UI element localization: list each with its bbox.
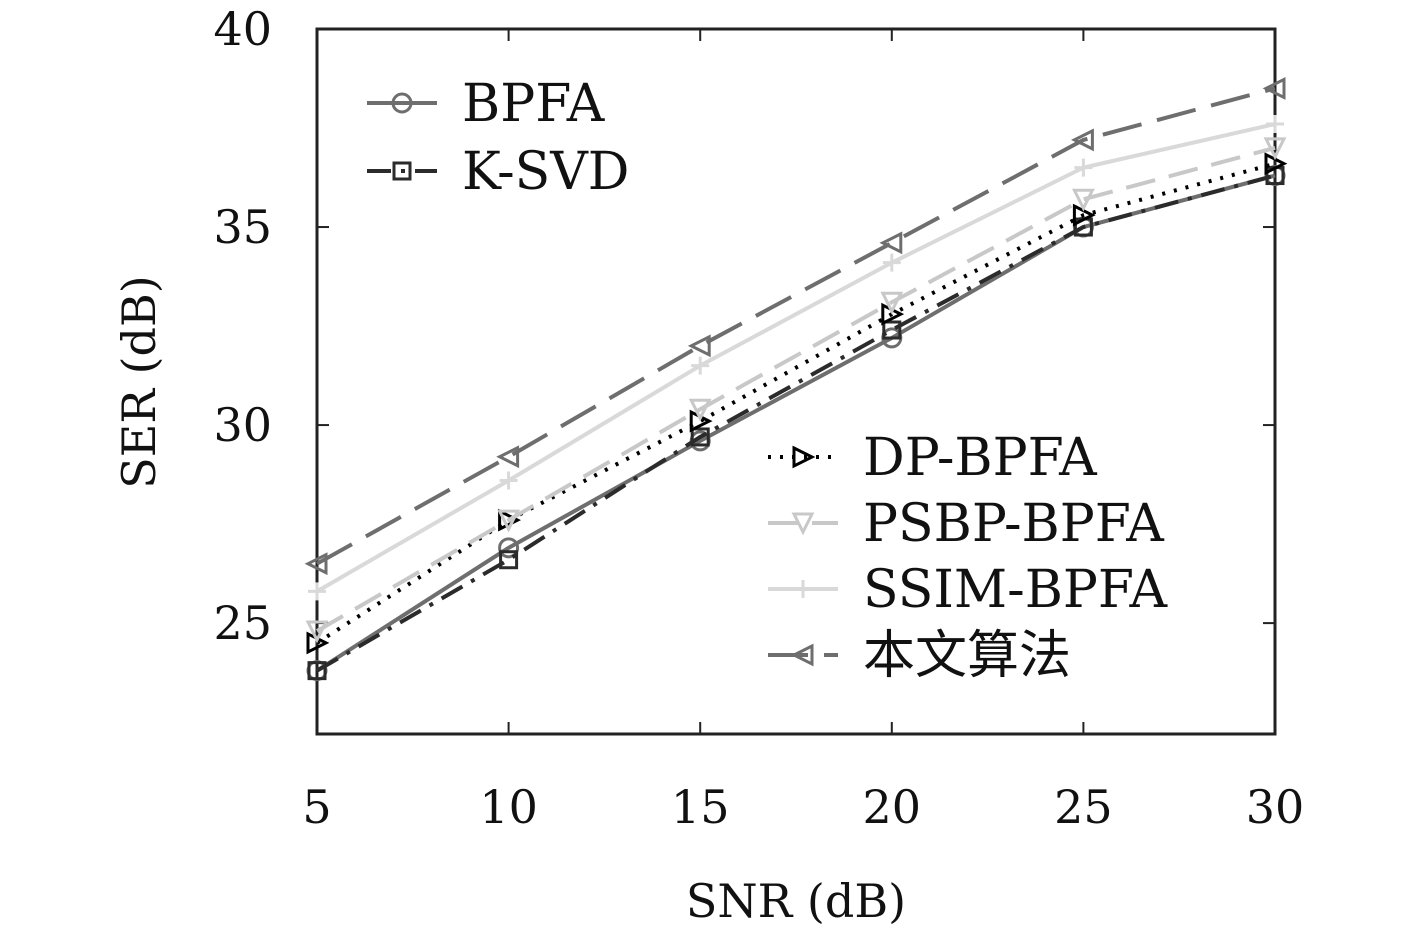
legend-label: BPFA bbox=[462, 74, 606, 134]
marker-plus bbox=[1266, 115, 1284, 134]
legend-label: K-SVD bbox=[462, 142, 630, 202]
marker-square bbox=[392, 161, 412, 181]
marker-plus bbox=[499, 471, 518, 490]
marker-square bbox=[882, 320, 902, 340]
axis-ticks: 5 10 15 20 25 30 25 30 35 40 bbox=[213, 2, 1304, 834]
legend-item: DP-BPFA bbox=[768, 428, 1098, 488]
series-K-SVD bbox=[307, 166, 1285, 681]
series-line bbox=[315, 145, 1276, 633]
x-tick-label: 10 bbox=[479, 780, 538, 834]
marker-triangle-left bbox=[879, 231, 903, 255]
series-line bbox=[316, 86, 1276, 566]
legend-item: SSIM-BPFA bbox=[768, 560, 1168, 620]
marker-plus bbox=[1074, 158, 1093, 177]
marker-circle bbox=[391, 92, 413, 114]
y-axis-title: SER (dB) bbox=[112, 275, 166, 489]
marker-circle bbox=[498, 537, 520, 559]
x-tick-label: 5 bbox=[302, 780, 331, 834]
x-tick-label: 30 bbox=[1246, 780, 1305, 834]
x-axis-title: SNR (dB) bbox=[686, 874, 906, 928]
marker-triangle-down bbox=[1263, 137, 1287, 161]
marker-plus bbox=[308, 582, 326, 601]
series-layer bbox=[304, 76, 1288, 682]
marker-triangle-left bbox=[304, 552, 328, 576]
legend-item: 本文算法 bbox=[768, 626, 1071, 686]
marker-triangle-left bbox=[790, 643, 814, 667]
marker-triangle-down bbox=[497, 509, 521, 533]
marker-square bbox=[690, 427, 710, 447]
marker-triangle-left bbox=[687, 334, 711, 358]
legend-label: DP-BPFA bbox=[863, 428, 1098, 488]
marker-triangle-right bbox=[792, 445, 816, 469]
marker-triangle-down bbox=[1071, 188, 1095, 212]
y-tick-label: 30 bbox=[213, 398, 272, 452]
legend-item: BPFA bbox=[367, 74, 606, 134]
marker-plus bbox=[882, 253, 901, 272]
marker-plus bbox=[794, 580, 812, 598]
marker-triangle-down bbox=[791, 512, 815, 536]
marker-triangle-right bbox=[498, 508, 521, 532]
marker-plus bbox=[691, 356, 710, 375]
legend-label: 本文算法 bbox=[863, 626, 1071, 686]
marker-triangle-down bbox=[305, 620, 329, 644]
y-tick-label: 40 bbox=[213, 2, 272, 56]
marker-square bbox=[499, 550, 519, 570]
series-line bbox=[315, 122, 1276, 594]
marker-triangle-left bbox=[1071, 128, 1094, 152]
series-本文算法 bbox=[304, 76, 1286, 576]
series-SSIM-BPFA bbox=[308, 115, 1284, 601]
marker-triangle-down bbox=[688, 398, 712, 422]
marker-triangle-down bbox=[880, 291, 904, 315]
legend-label: SSIM-BPFA bbox=[863, 560, 1168, 620]
x-tick-label: 15 bbox=[671, 780, 730, 834]
legend-item: K-SVD bbox=[367, 142, 630, 202]
series-line bbox=[315, 173, 1276, 673]
series-PSBP-BPFA bbox=[305, 137, 1287, 644]
y-tick-label: 35 bbox=[213, 200, 272, 254]
x-tick-label: 20 bbox=[863, 780, 922, 834]
legend-item: PSBP-BPFA bbox=[768, 494, 1165, 554]
y-tick-label: 25 bbox=[213, 596, 272, 650]
marker-square bbox=[307, 661, 327, 681]
plot-frame bbox=[315, 27, 1277, 736]
marker-triangle-left bbox=[496, 445, 520, 469]
series-line bbox=[315, 161, 1276, 645]
x-tick-label: 25 bbox=[1054, 780, 1113, 834]
marker-triangle-left bbox=[1262, 76, 1286, 100]
legend-label: PSBP-BPFA bbox=[863, 494, 1165, 554]
